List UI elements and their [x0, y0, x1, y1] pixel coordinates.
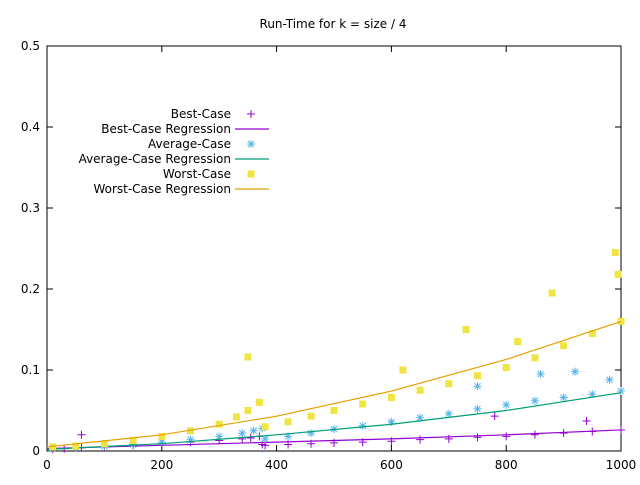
x-tick-label: 800 [495, 458, 518, 472]
x-tick-label: 0 [43, 458, 51, 472]
best-case-point [444, 434, 453, 443]
x-tick-label: 1000 [606, 458, 637, 472]
worst-case-point [416, 386, 424, 394]
worst-case-point [588, 330, 596, 338]
legend-label: Average-Case Regression [79, 152, 231, 166]
average-case-point [530, 396, 539, 405]
best-case-point [473, 433, 482, 442]
y-tick-label: 0.3 [21, 201, 40, 215]
worst-case-point [502, 364, 510, 372]
worst-case-point [359, 400, 367, 408]
average-case-point [605, 375, 614, 384]
legend-label: Best-Case Regression [101, 122, 231, 136]
average-case-point [588, 390, 597, 399]
axes: 0 200 400 600 800 1000 0 0.1 0.2 0.3 0.4 0.5 [21, 39, 636, 472]
legend-label: Worst-Case [163, 167, 231, 181]
average-case-point [617, 387, 625, 396]
plot-area [46, 249, 625, 454]
worst-case-point [548, 289, 556, 297]
best-case-point [582, 417, 591, 426]
average-case-point [559, 393, 568, 402]
average-case-point [536, 370, 545, 379]
worst-case-point [129, 436, 137, 444]
average-case-point [416, 413, 425, 422]
average-case-point [307, 429, 316, 438]
worst-case-point [307, 412, 315, 420]
worst-case-point [100, 440, 108, 448]
worst-case-point [462, 326, 470, 333]
best-case-point [559, 429, 568, 438]
best-case-regression-line [46, 429, 622, 450]
x-tick-label: 200 [150, 458, 173, 472]
best-case-point [490, 412, 499, 421]
average-case-point [249, 426, 258, 435]
average-case-point [261, 434, 270, 443]
average-case-point [473, 404, 482, 413]
average-case-regression-line [46, 392, 622, 450]
worst-case-point [445, 380, 453, 388]
average-case-point [502, 400, 511, 409]
plot-frame [46, 45, 622, 452]
legend-label: Best-Case [171, 107, 231, 121]
average-case-point [387, 417, 396, 426]
worst-case-point [330, 407, 338, 414]
worst-case-point [261, 423, 269, 431]
average-case-point [358, 421, 367, 430]
best-case-point [77, 430, 86, 439]
worst-case-point [560, 342, 568, 350]
average-case-point [238, 429, 247, 438]
worst-case-point [49, 443, 57, 451]
x-tick-label: 400 [265, 458, 288, 472]
average-case-point [473, 382, 482, 391]
worst-case-point [531, 354, 539, 362]
average-case-point [571, 367, 580, 376]
worst-case-point [72, 442, 80, 450]
y-tick-label: 0.4 [21, 120, 40, 134]
worst-case-legend-swatch [247, 170, 255, 178]
worst-case-point [387, 394, 395, 402]
worst-case-point [284, 418, 292, 426]
average-case-point [444, 409, 453, 418]
worst-case-point [514, 338, 522, 346]
y-tick-label: 0.1 [21, 363, 40, 377]
worst-case-point [158, 432, 166, 440]
y-tick-label: 0.2 [21, 282, 40, 296]
average-case-legend-swatch [247, 140, 255, 148]
worst-case-point [614, 270, 622, 278]
worst-case-point [611, 249, 619, 257]
y-tick-label: 0 [32, 444, 40, 458]
best-case-point [246, 434, 255, 443]
average-case-point [157, 438, 166, 447]
best-case-point [530, 430, 539, 439]
worst-case-point [244, 353, 252, 361]
chart-title: Run-Time for k = size / 4 [260, 17, 407, 31]
average-case-point [215, 432, 224, 441]
worst-case-regression-line [46, 320, 622, 448]
x-tick-label: 600 [380, 458, 403, 472]
best-case-point [502, 432, 511, 441]
worst-case-point [399, 366, 407, 374]
legend-label: Worst-Case Regression [93, 182, 231, 196]
best-case-legend-swatch [247, 110, 255, 118]
average-case-point [284, 432, 293, 441]
worst-case-point [232, 413, 240, 421]
worst-case-point [215, 420, 223, 428]
average-case-point [186, 435, 195, 444]
worst-case-point [244, 407, 252, 414]
legend-label: Average-Case [148, 137, 231, 151]
worst-case-point [255, 398, 263, 406]
best-case-point [416, 435, 425, 444]
y-tick-label: 0.5 [21, 39, 40, 53]
average-case-point [129, 440, 138, 449]
worst-case-point [474, 372, 481, 380]
